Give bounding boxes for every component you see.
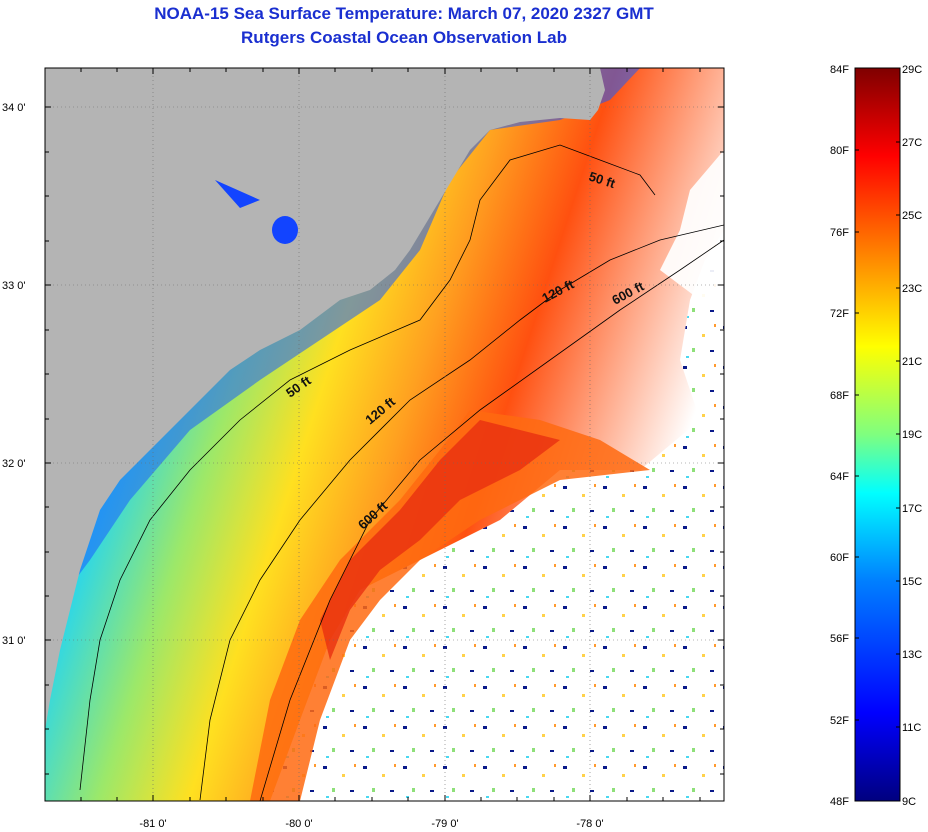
frame-ticks	[45, 68, 724, 801]
map-subtitle: Rutgers Coastal Ocean Observation Lab	[241, 28, 567, 47]
lon-tick-81: -81 0'	[139, 818, 166, 830]
celsius-labels: 29C 27C 25C 23C 21C 19C 17C 15C 13C 11C …	[902, 64, 922, 808]
c-label-11: 11C	[902, 722, 921, 734]
lon-tick-80: -80 0'	[285, 818, 312, 830]
f-label-60: 60F	[830, 552, 849, 564]
c-label-23: 23C	[902, 283, 922, 295]
c-label-19: 19C	[902, 429, 922, 441]
f-label-84: 84F	[830, 64, 849, 76]
f-label-72: 72F	[830, 308, 849, 320]
land	[45, 68, 605, 730]
lake-marion	[272, 216, 298, 244]
c-label-17: 17C	[902, 503, 922, 515]
c-label-9: 9C	[902, 796, 916, 808]
c-label-15: 15C	[902, 576, 922, 588]
lat-tick-32: 32 0'	[2, 458, 26, 470]
f-label-68: 68F	[830, 390, 849, 402]
red-core	[320, 420, 560, 660]
color-bar-ticks	[855, 141, 900, 728]
c-label-21: 21C	[902, 356, 922, 368]
f-label-76: 76F	[830, 227, 849, 239]
f-label-52: 52F	[830, 715, 849, 727]
c-label-13: 13C	[902, 649, 922, 661]
lon-tick-78: -78 0'	[576, 818, 603, 830]
map-title: NOAA-15 Sea Surface Temperature: March 0…	[154, 4, 654, 23]
estuary-inland	[215, 180, 260, 208]
lat-tick-34: 34 0'	[2, 102, 26, 114]
c-label-29: 29C	[902, 64, 922, 76]
contour-600ft	[259, 239, 724, 801]
map-imagery: 50 ft 120 ft 600 ft 50 ft 120 ft 600 ft	[45, 68, 724, 801]
color-bar-gradient	[854, 67, 901, 802]
c-label-25: 25C	[902, 210, 922, 222]
map-frame	[44, 67, 725, 802]
f-label-48: 48F	[830, 796, 849, 808]
contour-50ft	[79, 144, 656, 791]
f-label-64: 64F	[830, 471, 849, 483]
lat-tick-33: 33 0'	[2, 280, 26, 292]
f-label-56: 56F	[830, 633, 849, 645]
cloud-region-ne	[660, 150, 724, 300]
no-data-region	[270, 230, 724, 801]
c-label-27: 27C	[902, 137, 922, 149]
fahrenheit-labels: 84F 80F 76F 72F 68F 64F 60F 56F 52F 48F	[830, 64, 849, 808]
lon-tick-79: -79 0'	[431, 818, 458, 830]
f-label-80: 80F	[830, 145, 849, 157]
lat-tick-31: 31 0'	[2, 635, 26, 647]
